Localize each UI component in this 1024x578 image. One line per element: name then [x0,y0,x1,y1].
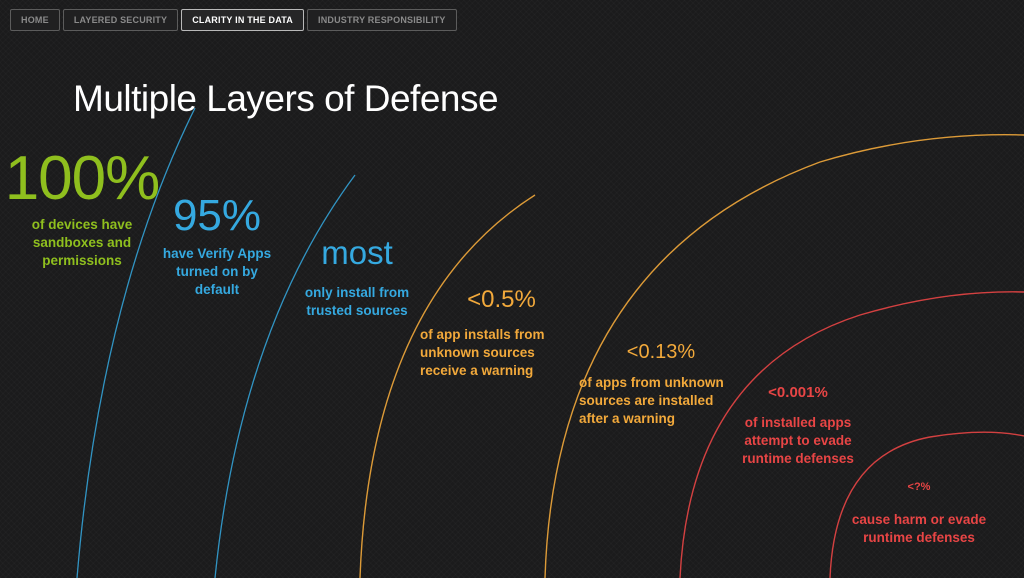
stat-description: have Verify Apps turned on by default [142,245,292,299]
stat-evade-attempt: <0.001% of installed apps attempt to eva… [730,385,866,468]
description-line: attempt to evade [744,433,852,448]
stat-description: cause harm or evade runtime defenses [846,511,992,547]
stat-description: of app installs from unknown sources rec… [414,326,589,380]
ring-2-arc [214,174,356,578]
page-title: Multiple Layers of Defense [73,78,499,119]
ring-5-arc [679,291,1024,578]
stat-value: 100% [4,144,161,213]
ring-6-arc [829,431,1024,578]
description-line: of installed apps [744,415,852,430]
stat-value: <?% [907,481,931,493]
stat-installed-after-warning: <0.13% of apps from unknown sources are … [576,342,746,428]
description-line: have Verify Apps [162,246,272,261]
tab-industry-responsibility[interactable]: INDUSTRY RESPONSIBILITY [307,9,457,31]
stat-value: most [321,234,393,271]
description-line: cause harm or evade [851,512,987,527]
stat-value: <0.13% [626,341,696,363]
description-line: sources are installed [579,393,714,408]
description-line: of app installs from [420,327,545,342]
description-line: permissions [42,253,122,268]
tab-home[interactable]: HOME [10,9,60,31]
stat-value: <0.5% [467,286,536,313]
tab-clarity-in-the-data[interactable]: CLARITY IN THE DATA [181,9,304,31]
stat-cause-harm: <?% cause harm or evade runtime defenses [846,482,992,547]
stat-description: only install from trusted sources [282,284,432,320]
description-line: only install from [304,285,410,300]
stat-sandboxes: 100% of devices have sandboxes and permi… [2,148,162,270]
stat-description: of installed apps attempt to evade runti… [730,414,866,468]
description-line: turned on by [176,264,258,279]
stat-value: 95% [172,191,262,240]
stat-verify-apps: 95% have Verify Apps turned on by defaul… [142,194,292,299]
tab-layered-security[interactable]: LAYERED SECURITY [62,9,179,31]
description-line: receive a warning [420,363,534,378]
description-line: after a warning [579,411,676,426]
stat-description: of devices have sandboxes and permission… [2,216,162,270]
top-navigation: HOME LAYERED SECURITY CLARITY IN THE DAT… [10,9,457,31]
description-line: sandboxes and [32,235,132,250]
stat-description: of apps from unknown sources are install… [576,374,746,428]
ring-3-arc [359,194,536,578]
description-line: trusted sources [306,303,408,318]
stat-install-warning: <0.5% of app installs from unknown sourc… [414,288,589,380]
description-line: of apps from unknown [579,375,724,390]
description-line: unknown sources [420,345,535,360]
description-line: runtime defenses [863,530,975,545]
description-line: runtime defenses [742,451,854,466]
stat-value: <0.001% [768,384,828,401]
ring-1-arc [76,107,196,578]
description-line: of devices have [31,217,133,232]
description-line: default [194,282,240,297]
stat-trusted-sources: most only install from trusted sources [282,236,432,320]
ring-4-arc [544,134,1024,578]
